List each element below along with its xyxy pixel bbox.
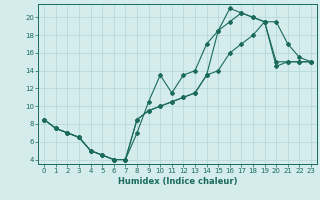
X-axis label: Humidex (Indice chaleur): Humidex (Indice chaleur) bbox=[118, 177, 237, 186]
